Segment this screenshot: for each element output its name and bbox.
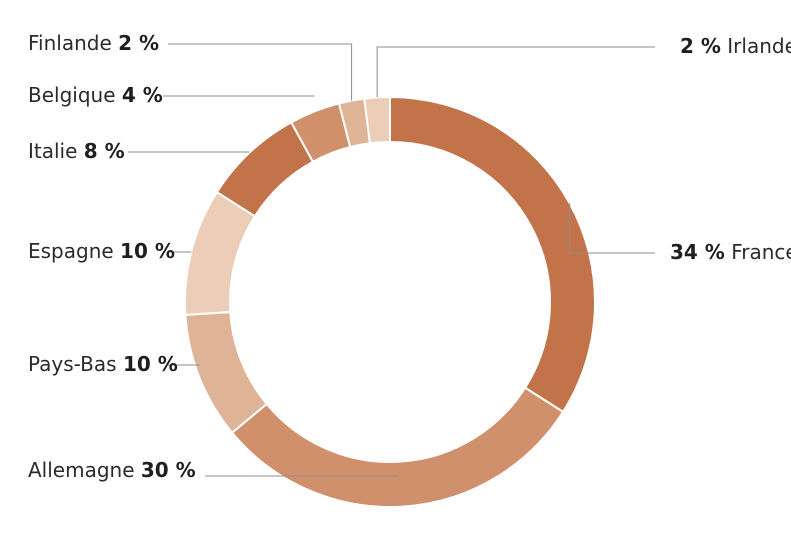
- label-italie: Italie 8 %: [28, 139, 125, 163]
- label-name-italie: Italie: [28, 139, 77, 163]
- slice-labels: 34 % FranceAllemagne 30 %Pays-Bas 10 %Es…: [28, 31, 791, 482]
- slice-irlande: [363, 95, 391, 145]
- slice-france: [389, 95, 596, 414]
- label-value-espagne: 10 %: [120, 239, 175, 263]
- label-france: 34 % France: [670, 240, 791, 264]
- leader-lines: [128, 43, 655, 477]
- label-name-belgique: Belgique: [28, 83, 116, 107]
- label-name-irlande: Irlande: [727, 34, 791, 58]
- label-value-allemagne: 30 %: [141, 458, 196, 482]
- donut-slices: [184, 95, 596, 508]
- label-belgique: Belgique 4 %: [28, 83, 163, 107]
- label-name-finlande: Finlande: [28, 31, 112, 55]
- leader-irlande: [376, 46, 655, 98]
- label-name-france: France: [731, 240, 791, 264]
- label-finlande: Finlande 2 %: [28, 31, 159, 55]
- label-value-belgique: 4 %: [122, 83, 163, 107]
- slice-pays-bas: [184, 310, 269, 435]
- label-irlande: 2 % Irlande: [680, 34, 791, 58]
- leader-finlande: [168, 43, 353, 101]
- label-value-irlande: 2 %: [680, 34, 721, 58]
- slice-allemagne: [230, 386, 565, 508]
- label-espagne: Espagne 10 %: [28, 239, 175, 263]
- leader-france: [569, 203, 655, 254]
- label-pays-bas: Pays-Bas 10 %: [28, 352, 178, 376]
- label-value-pays-bas: 10 %: [123, 352, 178, 376]
- label-value-finlande: 2 %: [118, 31, 159, 55]
- label-value-france: 34 %: [670, 240, 725, 264]
- label-name-allemagne: Allemagne: [28, 458, 135, 482]
- label-allemagne: Allemagne 30 %: [28, 458, 196, 482]
- label-value-italie: 8 %: [84, 139, 125, 163]
- label-name-espagne: Espagne: [28, 239, 114, 263]
- label-name-pays-bas: Pays-Bas: [28, 352, 117, 376]
